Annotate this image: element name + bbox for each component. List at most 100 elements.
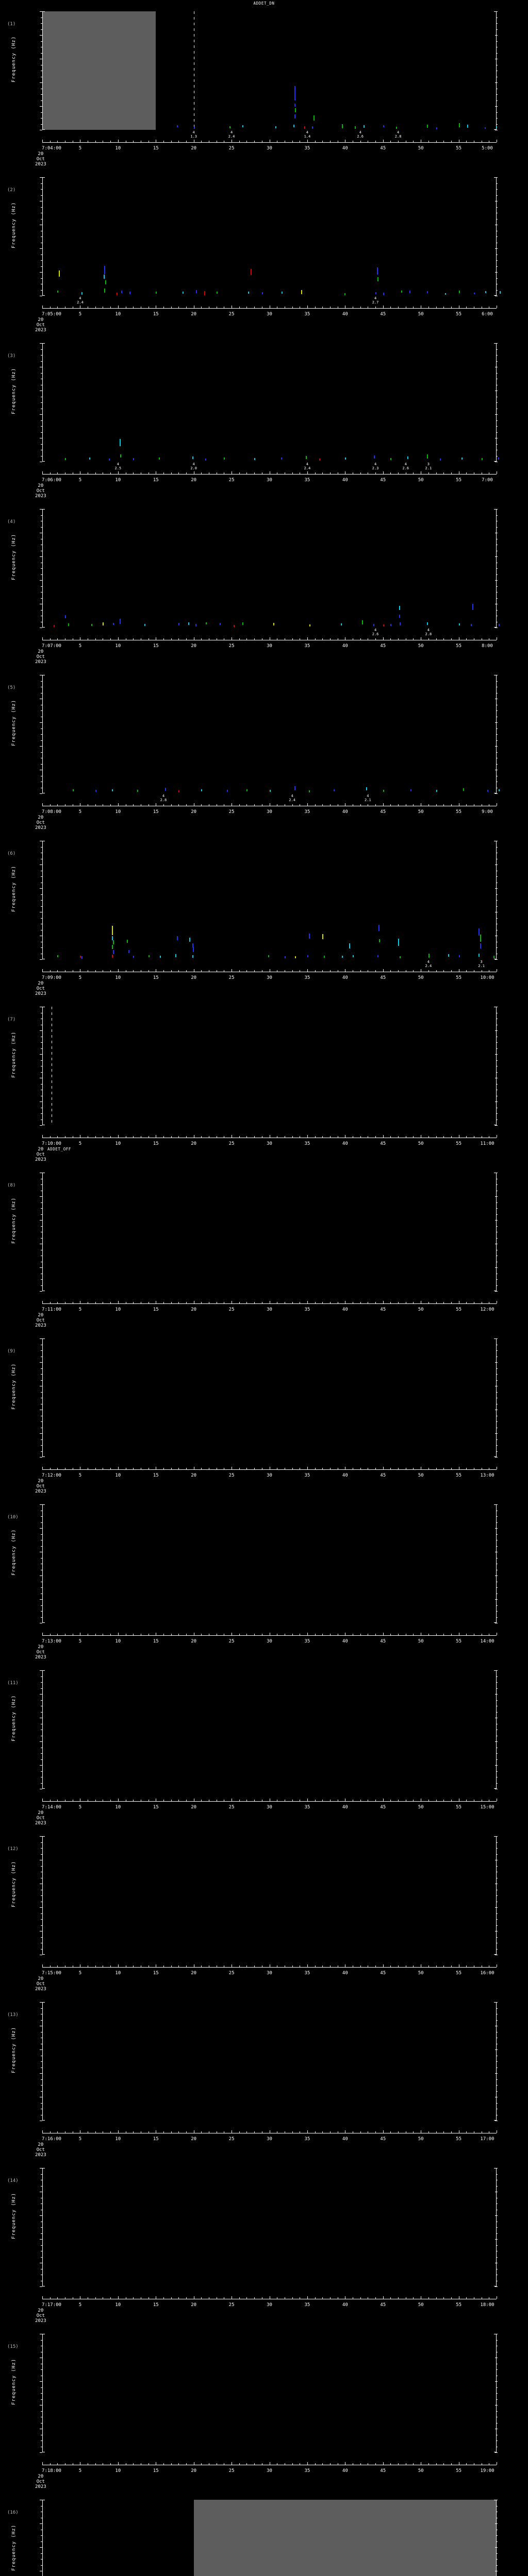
detection-mark — [192, 955, 193, 958]
detection-mark — [216, 291, 218, 294]
x-tick — [178, 1136, 179, 1138]
x-tick — [292, 1800, 293, 1801]
x-tick — [148, 1302, 149, 1303]
y-minor-tick — [41, 94, 42, 95]
x-tick — [413, 804, 414, 806]
y-minor-tick — [496, 1711, 498, 1713]
x-tick — [390, 1468, 391, 1469]
x-tick-label: 20 — [191, 809, 197, 815]
x-tick — [329, 472, 331, 474]
x-tick-label: 15 — [153, 2302, 159, 2308]
y-tick — [495, 1836, 498, 1837]
y-tick — [40, 722, 42, 723]
detection-mark — [246, 789, 248, 791]
spectrogram-panel: 02004006008001000 Frequency (Hz) (10) 7:13:… — [0, 1493, 528, 1660]
x-tick-label: 30 — [267, 1971, 272, 1976]
y-tick — [495, 414, 498, 415]
x-tick — [95, 1136, 96, 1138]
x-tick — [186, 1965, 187, 1967]
x-tick — [307, 1633, 308, 1635]
y-minor-tick — [496, 426, 498, 427]
x-tick — [451, 472, 452, 474]
annotation-magnitude: 1.4 — [304, 134, 311, 139]
annotation-count: 4 — [404, 462, 407, 466]
detection-mark — [481, 457, 483, 460]
y-minor-tick — [496, 1285, 498, 1286]
x-tick — [254, 1468, 255, 1469]
detection-mark — [95, 790, 96, 792]
x-tick — [42, 306, 43, 308]
y-tick — [40, 1338, 42, 1339]
x-axis — [42, 1467, 497, 1470]
x-tick — [398, 472, 399, 474]
y-minor-tick — [41, 2369, 42, 2370]
x-tick — [239, 2297, 240, 2299]
detection-mark — [116, 292, 118, 295]
x-tick — [171, 1965, 172, 1967]
x-tick — [239, 638, 240, 640]
x-axis — [42, 1301, 497, 1304]
x-tick-label: 10 — [115, 809, 121, 815]
x-tick — [42, 140, 43, 142]
x-tick-label: 5 — [78, 1971, 82, 1976]
y-axis-left — [42, 509, 43, 628]
x-tick — [133, 970, 134, 972]
y-tick — [495, 1220, 498, 1221]
detection-mark — [458, 291, 460, 294]
y-tick — [40, 580, 42, 581]
y-tick — [495, 509, 498, 510]
y-tick — [495, 343, 498, 344]
detection-mark — [363, 125, 365, 128]
x-tick — [307, 1799, 308, 1801]
detection-mark — [439, 458, 441, 461]
x-tick — [201, 1965, 202, 1967]
detection-mark — [112, 936, 113, 941]
detection-mark — [120, 454, 122, 458]
y-minor-tick — [496, 2422, 498, 2424]
y-minor-tick — [41, 2079, 42, 2080]
x-tick — [413, 1965, 414, 1967]
plot-area: 02004006008001000 — [40, 1338, 498, 1458]
y-axis-left — [42, 1504, 43, 1623]
y-tick — [495, 1765, 498, 1766]
detection-annotation: 4 2.4 — [77, 296, 84, 304]
y-tick — [40, 1433, 42, 1434]
x-tick-label: 5 — [78, 1805, 82, 1810]
y-tick — [495, 177, 498, 178]
x-tick — [148, 2297, 149, 2299]
x-tick — [148, 638, 149, 640]
y-minor-tick — [496, 236, 498, 237]
x-tick — [201, 2131, 202, 2133]
x-axis-date: 20 Oct 2023 — [35, 649, 46, 665]
x-tick — [246, 1634, 248, 1635]
x-tick — [375, 2463, 376, 2465]
x-tick-label: 5 — [78, 1639, 82, 1644]
y-tick — [40, 793, 42, 794]
detection-mark — [426, 124, 428, 128]
x-tick — [163, 141, 164, 142]
y-minor-tick — [41, 1605, 42, 1606]
x-tick — [466, 307, 467, 308]
x-tick — [292, 638, 293, 640]
x-tick — [178, 1634, 179, 1635]
plot-area: 02004006008001000 — [40, 177, 501, 296]
y-tick — [40, 1101, 42, 1102]
x-tick — [360, 970, 361, 972]
y-tick — [40, 106, 42, 107]
annotation-magnitude: 2.1 — [425, 466, 432, 470]
x-tick — [50, 1136, 51, 1138]
date-line: 20 — [38, 1645, 44, 1650]
x-tick — [443, 472, 444, 474]
x-tick — [443, 1302, 444, 1303]
y-minor-tick — [41, 432, 42, 433]
x-tick-label: 30 — [267, 1473, 272, 1478]
y-axis-title: Frequency (Hz) — [11, 1861, 16, 1907]
x-tick-label: 35 — [304, 478, 310, 483]
x-tick — [398, 1965, 399, 1967]
y-axis-left — [42, 1338, 43, 1457]
y-minor-tick — [496, 1534, 498, 1535]
y-minor-tick — [41, 918, 42, 919]
x-tick — [398, 1800, 399, 1801]
x-axis-start-label: 7:17:00 — [42, 2302, 61, 2308]
y-minor-tick — [41, 2227, 42, 2228]
